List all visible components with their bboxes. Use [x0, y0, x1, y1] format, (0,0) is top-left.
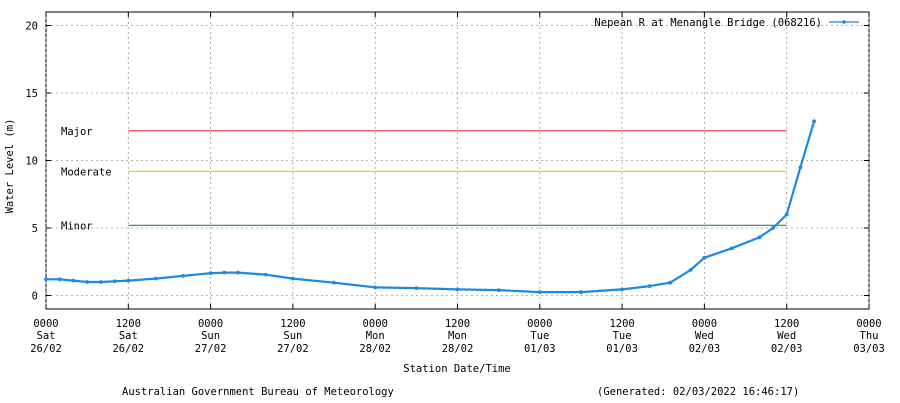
data-point	[702, 255, 707, 260]
x-tick-label-time: 1200	[280, 318, 305, 330]
data-point	[236, 270, 240, 275]
series-line	[44, 120, 816, 294]
data-point	[44, 277, 48, 282]
y-axis-label: Water Level (m)	[4, 119, 16, 214]
x-tick-label-time: 0000	[198, 318, 223, 330]
x-tick-label-date: 02/03	[689, 343, 721, 355]
data-point	[153, 276, 158, 281]
footer-generated-timestamp: (Generated: 02/03/2022 16:46:17)	[597, 386, 800, 398]
data-point	[181, 274, 186, 278]
y-tick-label: 0	[32, 291, 38, 303]
x-tick-label-time: 0000	[692, 318, 717, 330]
threshold-label-minor: Minor	[61, 220, 93, 232]
data-point	[455, 287, 460, 292]
data-point	[757, 235, 762, 240]
data-point	[729, 246, 734, 251]
data-point	[373, 285, 378, 290]
axis-ticks: 051015200000Sat26/021200Sat26/020000Sun2…	[25, 12, 885, 355]
data-point	[332, 280, 336, 285]
x-tick-label-time: 0000	[363, 318, 388, 330]
x-tick-label-day: Thu	[860, 330, 879, 342]
y-tick-label: 5	[32, 223, 38, 235]
x-tick-label-day: Mon	[448, 330, 467, 342]
data-point	[57, 277, 62, 282]
x-axis-label: Station Date/Time	[403, 363, 510, 375]
x-tick-label-time: 0000	[856, 318, 881, 330]
x-tick-label-day: Sat	[37, 330, 56, 342]
grid-lines	[45, 12, 870, 309]
x-tick-label-date: 28/02	[359, 343, 391, 355]
data-point	[496, 288, 501, 292]
x-tick-label-day: Wed	[695, 330, 714, 342]
x-tick-label-time: 0000	[527, 318, 552, 330]
data-point	[771, 226, 775, 230]
series-layer	[44, 119, 816, 294]
x-tick-label-day: Mon	[366, 330, 385, 342]
threshold-label-moderate: Moderate	[61, 166, 112, 178]
data-point	[126, 278, 131, 283]
data-point	[647, 284, 652, 288]
x-tick-label-day: Tue	[530, 330, 549, 342]
data-point	[798, 165, 803, 170]
y-tick-label: 15	[25, 88, 38, 100]
data-point	[208, 271, 213, 276]
data-point	[688, 268, 693, 272]
data-point	[579, 290, 583, 294]
x-tick-label-day: Wed	[777, 330, 796, 342]
data-point	[784, 212, 789, 217]
x-tick-label-day: Tue	[613, 330, 632, 342]
data-point	[414, 286, 419, 290]
x-tick-label-day: Sun	[283, 330, 302, 342]
data-point	[222, 270, 227, 275]
data-point	[537, 290, 542, 294]
x-tick-label-time: 1200	[774, 318, 799, 330]
x-tick-label-time: 0000	[33, 318, 58, 330]
y-tick-label: 20	[25, 21, 38, 33]
x-tick-label-day: Sun	[201, 330, 220, 342]
data-point	[112, 279, 117, 284]
footer-attribution: Australian Government Bureau of Meteorol…	[122, 386, 394, 398]
data-point	[263, 272, 268, 277]
threshold-label-major: Major	[61, 126, 93, 138]
data-point	[291, 276, 295, 281]
data-point	[99, 280, 103, 284]
data-point	[812, 119, 816, 124]
legend-series-marker	[842, 20, 846, 24]
x-tick-label-date: 27/02	[195, 343, 227, 355]
x-tick-label-time: 1200	[116, 318, 141, 330]
data-point	[668, 280, 672, 285]
legend: Nepean R at Menangle Bridge (068216)	[594, 17, 859, 29]
y-tick-label: 10	[25, 156, 38, 168]
data-point	[71, 278, 76, 283]
x-tick-label-date: 03/03	[853, 343, 885, 355]
x-tick-label-time: 1200	[445, 318, 470, 330]
x-tick-label-time: 1200	[609, 318, 634, 330]
data-point	[620, 287, 624, 292]
flood-thresholds: Major Moderate Minor	[61, 126, 787, 232]
legend-series-label: Nepean R at Menangle Bridge (068216)	[594, 17, 822, 29]
x-tick-label-date: 02/03	[771, 343, 803, 355]
x-tick-label-date: 28/02	[442, 343, 474, 355]
x-tick-label-date: 01/03	[606, 343, 638, 355]
data-point	[85, 280, 90, 284]
x-tick-label-date: 27/02	[277, 343, 309, 355]
x-tick-label-day: Sat	[119, 330, 138, 342]
x-tick-label-date: 01/03	[524, 343, 556, 355]
x-tick-label-date: 26/02	[112, 343, 144, 355]
x-tick-label-date: 26/02	[30, 343, 62, 355]
